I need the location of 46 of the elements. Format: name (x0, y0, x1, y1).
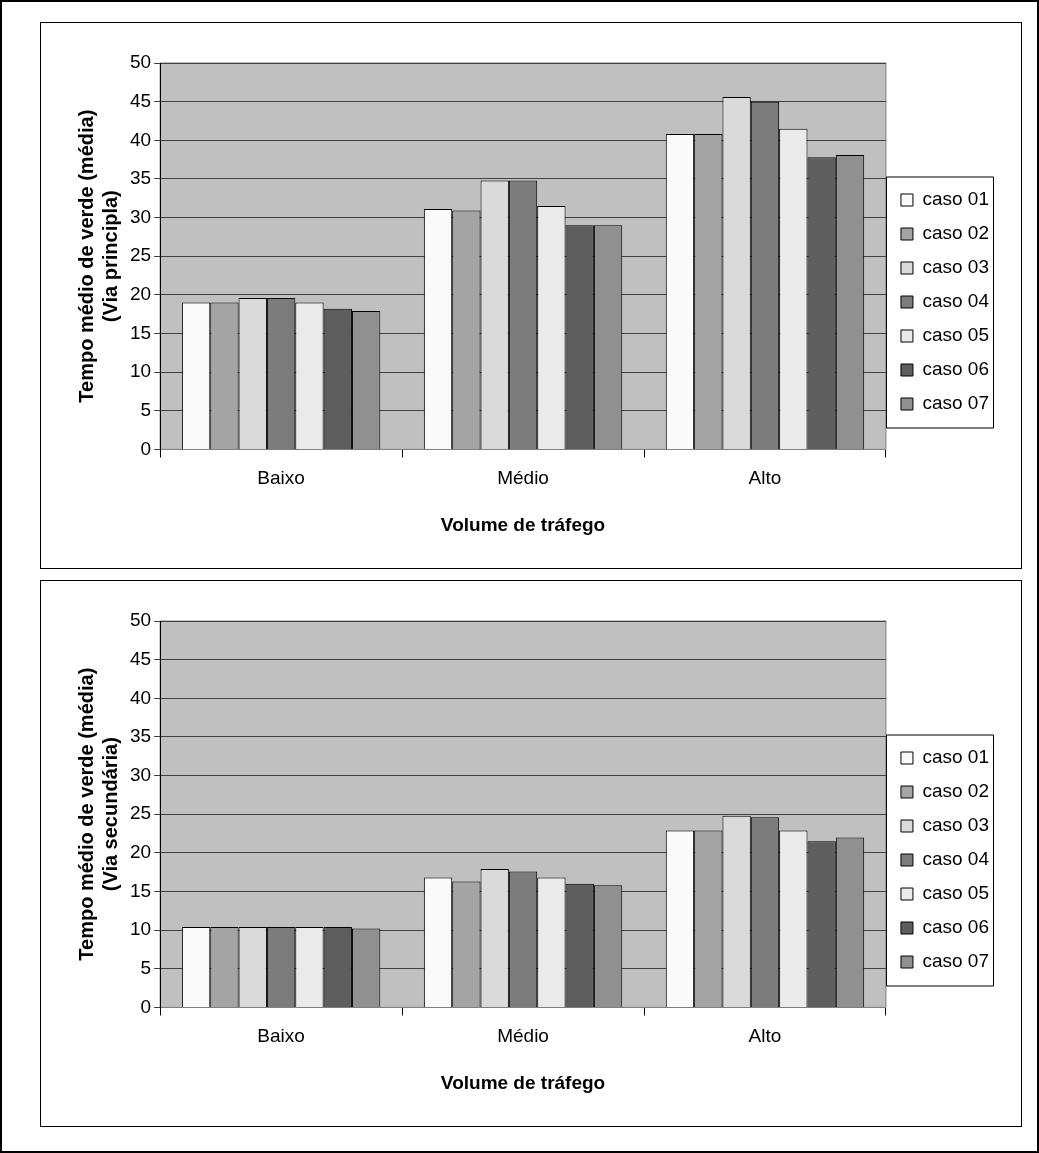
x-tick-label: Baixo (257, 467, 305, 489)
y-tick-label: 35 (129, 167, 152, 189)
y-tick-label: 50 (129, 51, 152, 73)
y-tick-label: 15 (129, 879, 152, 901)
legend-label: caso 03 (922, 814, 989, 836)
x-tick-label: Baixo (257, 1025, 305, 1047)
x-axis-title: Volume de tráfego (440, 513, 606, 535)
legend-label: caso 01 (922, 746, 989, 768)
legend-label: caso 02 (922, 780, 989, 802)
y-tick-label: 40 (129, 686, 152, 708)
legend-label: caso 03 (922, 256, 989, 278)
y-tick-label: 35 (129, 725, 152, 747)
y-tick-label: 20 (129, 841, 152, 863)
y-tick-label: 0 (140, 995, 152, 1017)
legend-label: caso 05 (922, 324, 989, 346)
y-tick-label: 20 (129, 283, 152, 305)
y-tick-label: 10 (129, 918, 152, 940)
legend-label: caso 07 (922, 950, 989, 972)
y-tick-label: 5 (140, 956, 152, 978)
legend-label: caso 04 (922, 848, 990, 870)
y-tick-label: 40 (129, 128, 152, 150)
y-tick-label: 30 (129, 205, 152, 227)
y-axis-title: Tempo médio de verde (média) (Via principla) (74, 109, 121, 403)
legend-label: caso 07 (922, 392, 989, 414)
y-tick-label: 15 (129, 321, 152, 343)
y-tick-label: 0 (140, 437, 152, 459)
y-tick-label: 30 (129, 763, 152, 785)
legend-label: caso 06 (922, 916, 989, 938)
legend-label: caso 02 (922, 222, 989, 244)
y-tick-label: 5 (140, 398, 152, 420)
y-tick-label: 25 (129, 802, 152, 824)
legend-label: caso 04 (922, 290, 990, 312)
legend-label: caso 05 (922, 882, 989, 904)
x-tick-label: Alto (748, 467, 782, 489)
x-axis-title: Volume de tráfego (440, 1071, 606, 1093)
x-tick-label: Médio (497, 1025, 549, 1047)
y-axis-title: Tempo médio de verde (média) (Via secundária) (74, 667, 121, 961)
y-tick-label: 45 (129, 89, 152, 111)
legend-label: caso 01 (922, 188, 989, 210)
x-tick-label: Médio (497, 467, 549, 489)
y-tick-label: 50 (129, 609, 152, 631)
y-tick-label: 45 (129, 647, 152, 669)
y-tick-label: 10 (129, 360, 152, 382)
y-tick-label: 25 (129, 244, 152, 266)
legend-label: caso 06 (922, 358, 989, 380)
x-tick-label: Alto (748, 1025, 782, 1047)
